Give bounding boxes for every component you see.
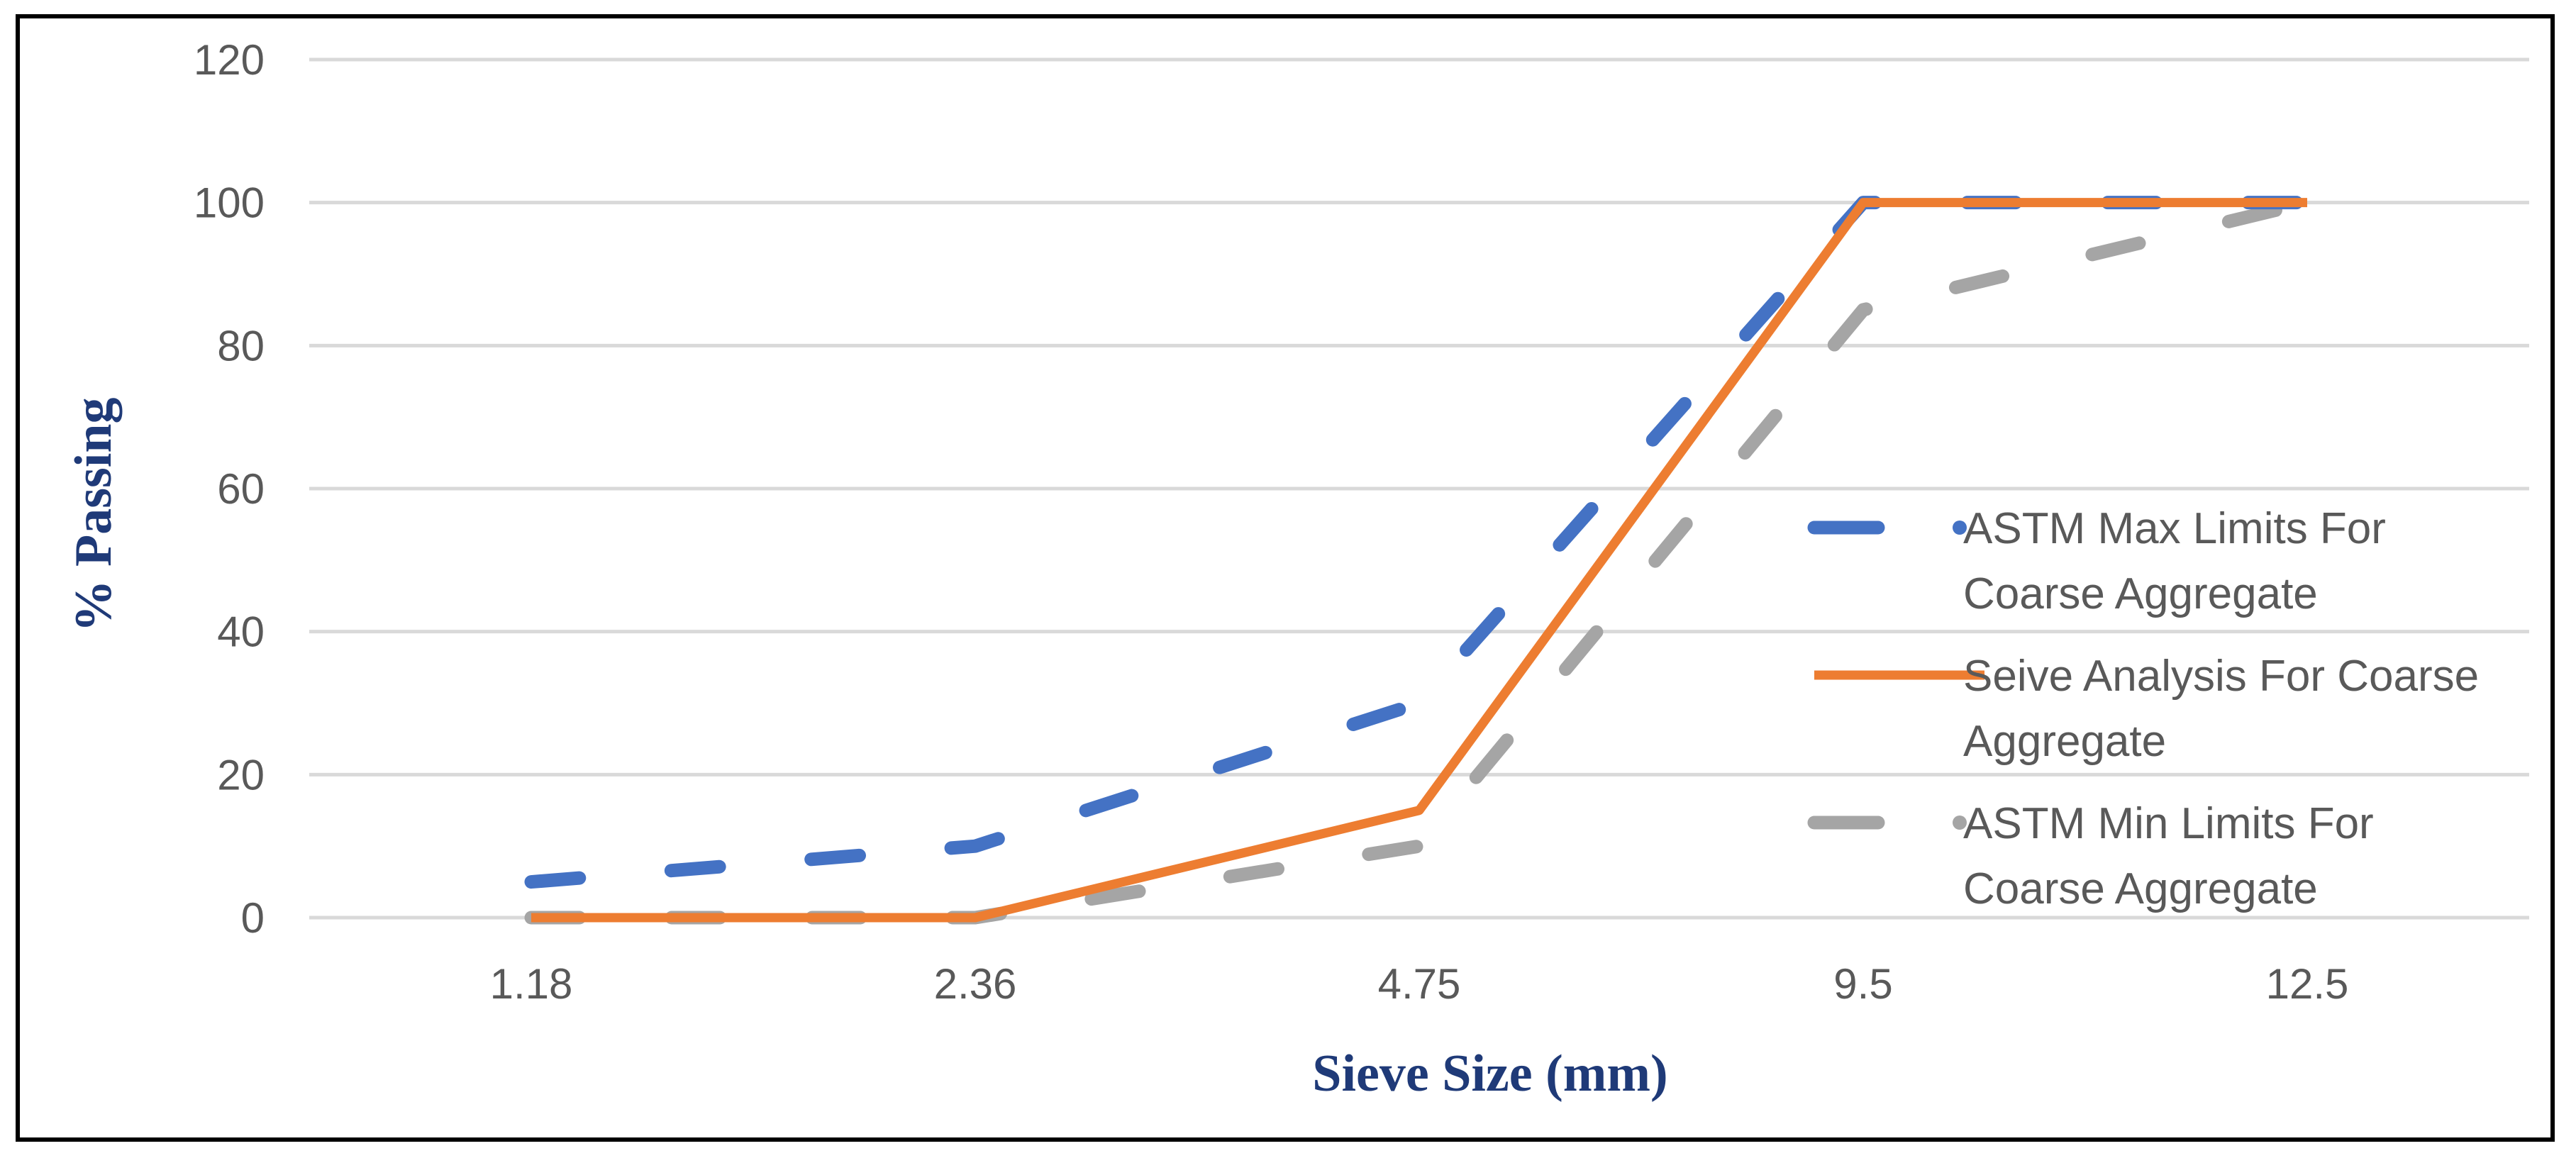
x-tick-label: 2.36 (934, 960, 1017, 1008)
legend-label: Coarse Aggregate (1963, 569, 2318, 618)
data-point (530, 916, 533, 919)
y-tick-label: 120 (194, 36, 265, 84)
data-point (1862, 308, 1865, 311)
y-tick-label: 20 (217, 751, 265, 798)
legend-swatch-dot (1953, 816, 1967, 830)
data-point (974, 845, 977, 847)
legend-label: Aggregate (1963, 717, 2166, 766)
y-tick-label: 40 (217, 608, 265, 656)
x-tick-label: 1.18 (490, 960, 573, 1008)
series-layer (524, 196, 2314, 925)
x-tick-label: 9.5 (1833, 960, 1892, 1008)
data-point (2306, 201, 2309, 204)
data-point (530, 881, 533, 884)
data-point (1418, 809, 1421, 812)
line-chart: 0 20 40 60 80 100 120 1.18 2.36 4.75 9.5 12.5 ASTM… (65, 36, 2529, 1103)
y-tick-label: 100 (194, 179, 265, 227)
legend-label: Coarse Aggregate (1963, 864, 2318, 913)
data-point (1418, 702, 1421, 705)
y-tick-label: 80 (217, 322, 265, 369)
y-axis-ticks: 0 20 40 60 80 100 120 (194, 36, 265, 942)
legend-label: Seive Analysis For Coarse (1963, 652, 2479, 701)
x-axis-title: Sieve Size (mm) (1312, 1045, 1667, 1103)
chart-frame: 0 20 40 60 80 100 120 1.18 2.36 4.75 9.5 12.5 ASTM… (16, 14, 2555, 1142)
y-tick-label: 60 (217, 465, 265, 513)
grid-layer (309, 57, 2529, 920)
series-line-1 (531, 198, 2307, 923)
legend: ASTM Max Limits For Coarse Aggregate Seive… (1807, 504, 2479, 913)
x-tick-label: 4.75 (1378, 960, 1461, 1008)
x-axis-ticks: 1.18 2.36 4.75 9.5 12.5 (490, 960, 2349, 1008)
legend-swatch-dot (1953, 521, 1967, 535)
data-point (1418, 845, 1421, 847)
legend-label: ASTM Max Limits For (1963, 504, 2386, 553)
legend-label: ASTM Min Limits For (1963, 799, 2374, 848)
x-tick-label: 12.5 (2266, 960, 2349, 1008)
y-tick-label: 0 (241, 894, 265, 942)
data-point (1862, 201, 1865, 204)
data-point (974, 916, 977, 919)
y-axis-title: % Passing (65, 397, 123, 632)
